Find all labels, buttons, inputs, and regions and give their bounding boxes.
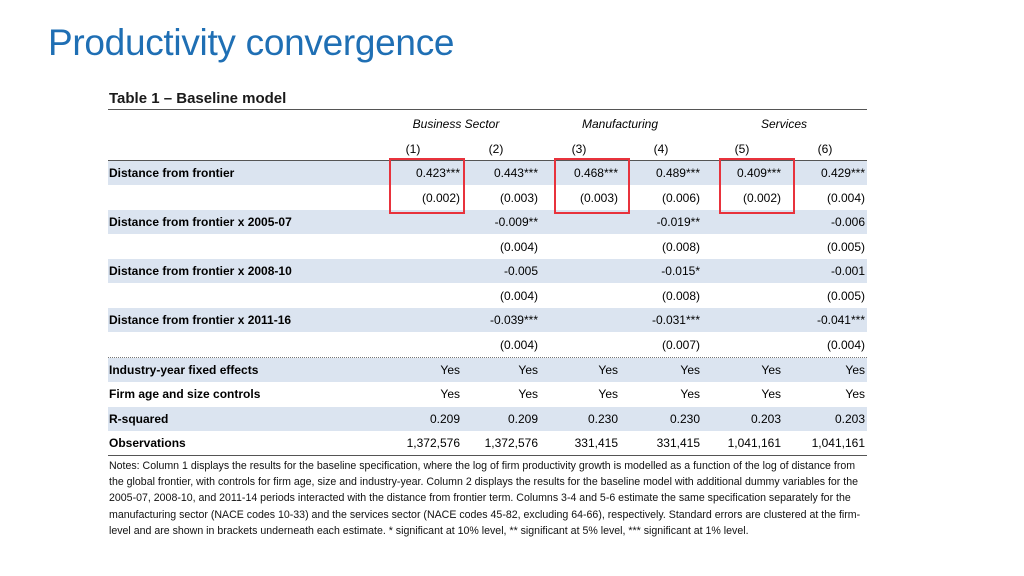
row-label: Distance from frontier [109,166,235,180]
column-number-6: (6) [817,142,833,156]
table-cell: 0.230 [669,412,700,426]
highlight-box-col3 [554,158,630,214]
table-row: (0.002) (0.003) (0.003) (0.006) (0.002) (0.00… [108,186,867,210]
table-cell: Yes [598,387,618,401]
table-notes: Notes: Column 1 displays the results for… [109,460,861,537]
table-row: Observations 1,372,576 1,372,576 331,415 331… [108,431,867,455]
column-number-1: (1) [405,142,421,156]
table-cell: (0.004) [499,289,538,303]
table-cell: Yes [440,387,460,401]
group-header-manufacturing: Manufacturing [581,117,659,131]
table-cell: 1,041,161 [811,436,865,450]
table-cell: 331,415 [656,436,700,450]
table-cell: Yes [598,363,618,377]
table-cell: -0.005 [503,264,538,278]
row-label: Observations [109,436,186,450]
table-cell: 0.409*** [736,166,781,180]
table-cell: (0.004) [499,240,538,254]
row-label: Industry-year fixed effects [109,363,259,377]
table-cell: (0.003) [499,191,538,205]
table-top-rule [108,109,867,110]
row-label: Distance from frontier x 2008-10 [109,264,292,278]
table-cell: -0.006 [830,215,865,229]
table-row: R-squared 0.209 0.209 0.230 0.230 0.203 0.203 [108,407,867,431]
table-cell: -0.031*** [651,313,700,327]
table-cell: Yes [518,387,538,401]
table-cell: -0.009** [494,215,538,229]
table-cell: Yes [680,363,700,377]
table-row: (0.004) (0.007) (0.004) [108,333,867,357]
group-header-business: Business Sector [412,117,500,131]
table-cell: 0.209 [507,412,538,426]
table-cell: 0.203 [834,412,865,426]
column-number-4: (4) [653,142,669,156]
table-cell: -0.041*** [816,313,865,327]
table-cell: -0.015* [661,264,700,278]
table-bottom-rule [108,455,867,456]
table-cell: -0.039*** [489,313,538,327]
table-row: (0.004) (0.008) (0.005) [108,284,867,308]
row-label: Distance from frontier x 2011-16 [109,313,292,327]
table-cell: Yes [845,363,865,377]
table-caption: Table 1 – Baseline model [109,90,287,107]
table-cell: Yes [680,387,700,401]
table-row: Distance from frontier x 2008-10 -0.005 -0… [108,259,867,283]
table-row: Firm age and size controls Yes Yes Yes Yes Ye… [108,382,867,406]
table-cell: 0.429*** [820,166,865,180]
highlight-box-col1 [389,158,465,214]
table-row: Distance from frontier x 2011-16 -0.039**… [108,308,867,332]
section-divider [108,357,867,358]
table-row: Distance from frontier x 2005-07 -0.009**… [108,210,867,234]
column-number-2: (2) [488,142,504,156]
table-cell: 1,372,576 [406,436,460,450]
table-cell: (0.005) [826,289,865,303]
slide-title: Productivity convergence [48,22,455,63]
table-cell: Yes [518,363,538,377]
highlight-box-col5 [719,158,795,214]
table-cell: 0.230 [587,412,618,426]
table-cell: 1,372,576 [484,436,538,450]
table-cell: (0.004) [826,191,865,205]
table-cell: -0.019** [656,215,700,229]
table-row: (0.004) (0.008) (0.005) [108,235,867,259]
group-header-services: Services [760,117,807,131]
table-cell: (0.004) [499,338,538,352]
table-row: Distance from frontier 0.423*** 0.443*** 0.… [108,161,867,185]
table-cell: 0.468*** [573,166,618,180]
table-cell: 1,041,161 [727,436,781,450]
table-cell: 0.489*** [655,166,700,180]
table-cell: (0.002) [421,191,460,205]
table-cell: (0.003) [579,191,618,205]
table-cell: Yes [761,363,781,377]
table-cell: (0.007) [661,338,700,352]
table-cell: (0.008) [661,240,700,254]
table-cell: (0.008) [661,289,700,303]
table-cell: 0.443*** [493,166,538,180]
table-cell: 0.203 [750,412,781,426]
table-cell: (0.006) [661,191,700,205]
row-label: Firm age and size controls [109,387,261,401]
row-label: R-squared [109,412,169,426]
table-cell: 0.209 [429,412,460,426]
table-cell: -0.001 [830,264,865,278]
table-cell: (0.002) [742,191,781,205]
row-label: Distance from frontier x 2005-07 [109,215,292,229]
table-cell: (0.004) [826,338,865,352]
table-cell: Yes [761,387,781,401]
table-cell: (0.005) [826,240,865,254]
header-rule [108,160,867,161]
column-number-3: (3) [571,142,587,156]
table-cell: Yes [440,363,460,377]
column-number-5: (5) [734,142,750,156]
table-cell: 0.423*** [415,166,460,180]
table-row: Industry-year fixed effects Yes Yes Yes Yes Y… [108,358,867,382]
table-cell: Yes [845,387,865,401]
table-cell: 331,415 [574,436,618,450]
